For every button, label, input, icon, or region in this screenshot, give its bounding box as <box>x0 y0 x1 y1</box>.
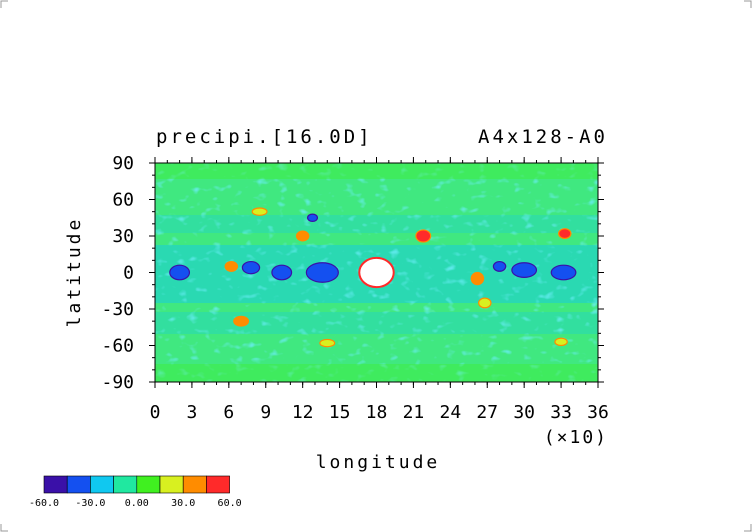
colorbar-label: -60.0 <box>29 498 59 509</box>
x-tick-label: 12 <box>292 402 314 423</box>
contour-blob <box>415 229 432 243</box>
y-tick-label: 30 <box>112 226 134 247</box>
contour-blob <box>511 262 538 278</box>
x-axis-unit: (×10) <box>544 427 608 448</box>
contour-blob <box>241 260 261 275</box>
colorbar-label: -30.0 <box>75 498 105 509</box>
contour-blob <box>169 264 191 281</box>
y-tick-label: -30 <box>101 299 134 320</box>
contour-blob <box>233 315 250 327</box>
x-tick-label: 27 <box>476 402 498 423</box>
x-axis: 0 3 6 9 12 15 18 21 24 27 30 33 36 <box>150 157 609 423</box>
y-tick-label: 60 <box>112 190 134 211</box>
colorbar: -60.0 -30.0 0.00 30.0 60.0 <box>29 475 242 509</box>
contour-blob <box>251 207 268 216</box>
contour-blob <box>271 264 293 281</box>
x-tick-label: 15 <box>329 402 351 423</box>
colorbar-label: 0.00 <box>125 498 149 509</box>
contour-blob <box>478 297 492 309</box>
colorbar-swatch <box>113 475 138 494</box>
contour-blob <box>554 337 568 347</box>
contour-blob <box>319 338 336 348</box>
contour-blob <box>295 230 310 242</box>
green-polar-north <box>155 163 598 179</box>
contour-blob <box>492 260 507 272</box>
contour-blob <box>305 262 339 283</box>
colorbar-swatch <box>66 475 91 494</box>
colorbar-label: 30.0 <box>171 498 195 509</box>
chart-subtitle: A4x128-A0 <box>478 126 608 148</box>
y-tick-label: 0 <box>123 263 134 284</box>
y-axis-label: latitude <box>64 217 85 328</box>
colorbar-swatch <box>90 475 114 494</box>
contour-blob <box>306 213 319 223</box>
green-polar-south <box>155 364 598 382</box>
x-tick-label: 21 <box>403 402 425 423</box>
x-axis-label: longitude <box>316 452 441 473</box>
y-axis: 90 60 30 0 -30 -60 -90 <box>101 153 604 393</box>
y-tick-label: -60 <box>101 336 134 357</box>
colorbar-swatch <box>136 475 161 494</box>
x-tick-label: 33 <box>550 402 572 423</box>
chart-title: precipi.[16.0D] <box>156 126 373 148</box>
x-tick-label: 6 <box>223 402 234 423</box>
x-tick-label: 3 <box>186 402 197 423</box>
x-tick-label: 0 <box>150 402 161 423</box>
colorbar-swatch <box>159 475 184 494</box>
colorbar-swatch <box>206 475 230 494</box>
contour-blob <box>358 256 395 289</box>
x-tick-label: 18 <box>366 402 388 423</box>
contour-blob <box>550 264 577 281</box>
contour-blob <box>224 260 239 272</box>
contour-features <box>169 207 577 348</box>
x-tick-label: 9 <box>260 402 271 423</box>
y-tick-label: -90 <box>101 372 134 393</box>
x-tick-label: 30 <box>513 402 535 423</box>
colorbar-label: 60.0 <box>218 498 242 509</box>
colorbar-swatch <box>43 475 68 494</box>
x-tick-label: 36 <box>587 402 609 423</box>
contour-blob <box>470 271 485 286</box>
colorbar-swatch <box>182 475 207 494</box>
plot-area <box>155 163 598 382</box>
contour-blob <box>558 228 572 240</box>
y-tick-label: 90 <box>112 153 134 174</box>
x-tick-label: 24 <box>439 402 461 423</box>
